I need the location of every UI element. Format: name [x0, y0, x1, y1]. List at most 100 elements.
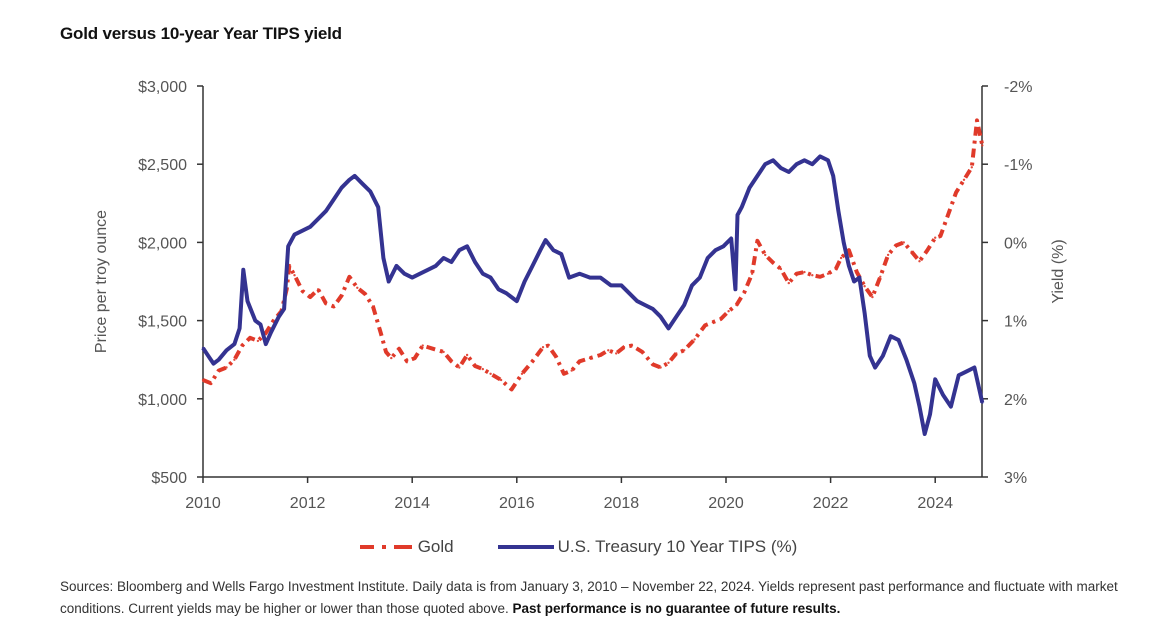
- footnote-disclaimer: Past performance is no guarantee of futu…: [512, 601, 841, 616]
- gold-point: [939, 234, 942, 238]
- tips-point: [873, 366, 877, 369]
- tips-point: [316, 217, 320, 221]
- tips-point: [301, 229, 304, 232]
- gold-point: [667, 361, 670, 364]
- tips-point: [361, 182, 364, 185]
- chart: $500 $1,000 $1,500 $2,000 $2,500 $3,000 -2% -1%…: [93, 79, 1067, 512]
- y-axis-title: Price per troy ounce: [93, 210, 110, 353]
- y2-tick-label: -2%: [1004, 79, 1032, 96]
- gold-point: [588, 356, 592, 360]
- tips-point: [847, 264, 851, 268]
- y-tick-label: $2,000: [138, 235, 187, 252]
- tips-point: [811, 163, 814, 166]
- gold-point: [886, 253, 890, 257]
- tips-point: [756, 174, 759, 178]
- tips-point: [714, 249, 717, 252]
- tips-point: [599, 276, 602, 279]
- gold-point: [871, 295, 874, 299]
- gold-point: [465, 353, 469, 357]
- tips-point: [531, 264, 534, 268]
- tips-point: [369, 190, 372, 193]
- legend-label-tips: U.S. Treasury 10 Year TIPS (%): [557, 537, 798, 556]
- tips-point: [212, 362, 215, 365]
- gold-point: [910, 250, 913, 253]
- tips-point: [242, 268, 245, 271]
- tips-point: [818, 155, 822, 158]
- tips-point: [826, 159, 830, 162]
- tips-point: [897, 338, 900, 342]
- y2-axis-title: Yield (%): [1050, 239, 1067, 303]
- tips-point: [748, 186, 751, 189]
- tips-point: [928, 413, 932, 416]
- tips-point: [779, 166, 783, 170]
- tips-point: [635, 299, 639, 303]
- gold-point: [607, 349, 610, 352]
- gold-point: [473, 364, 477, 368]
- tips-point: [382, 256, 385, 260]
- tips-point: [539, 249, 542, 252]
- tips-point: [387, 280, 390, 283]
- x-tick-label: 2024: [917, 495, 953, 512]
- y-tick-label: $1,500: [138, 314, 187, 331]
- gold-point: [719, 317, 722, 321]
- tips-point: [771, 159, 775, 162]
- gold-point: [659, 366, 662, 369]
- tips-point: [238, 327, 241, 330]
- tips-point: [934, 378, 937, 381]
- gold-point: [894, 244, 898, 247]
- tips-point: [858, 276, 861, 279]
- gold-point: [547, 344, 550, 347]
- gold-point: [795, 272, 798, 275]
- gold-point: [264, 331, 267, 335]
- tips-point: [515, 299, 518, 303]
- gold-point: [630, 344, 634, 347]
- tips-point: [863, 311, 866, 314]
- gold-point: [839, 256, 843, 260]
- tips-point: [736, 213, 739, 217]
- tips-point: [659, 315, 662, 318]
- tips-point: [787, 170, 790, 174]
- gold-point: [570, 369, 573, 372]
- tips-point: [282, 307, 286, 311]
- tips-point: [730, 237, 733, 240]
- gold-point: [421, 344, 424, 347]
- gold-point: [531, 360, 534, 363]
- tips-point: [706, 256, 709, 260]
- tips-point: [497, 288, 500, 291]
- gold-point: [703, 324, 707, 327]
- gold-point: [340, 294, 343, 297]
- gold-point: [248, 336, 252, 339]
- tips-point: [837, 209, 840, 213]
- gold-point: [458, 366, 461, 369]
- gold-point: [356, 286, 359, 289]
- tips-point: [277, 315, 280, 318]
- gold-point: [481, 367, 484, 371]
- legend: Gold U.S. Treasury 10 Year TIPS (%): [0, 537, 1155, 557]
- tips-point: [949, 405, 953, 408]
- gold-point: [693, 338, 696, 341]
- tips-point: [832, 174, 835, 178]
- gold-point: [926, 249, 929, 252]
- gold-point: [683, 349, 686, 352]
- gold-point: [384, 350, 388, 354]
- gold-point: [975, 119, 979, 122]
- gold-point: [541, 346, 545, 349]
- gold-point: [256, 339, 260, 343]
- gold-point: [363, 292, 367, 296]
- tips-point: [348, 178, 351, 181]
- gold-point: [962, 178, 966, 181]
- legend-item-gold[interactable]: Gold: [358, 537, 454, 557]
- gold-point: [405, 360, 409, 363]
- tips-point: [287, 245, 290, 248]
- axes: [197, 85, 988, 483]
- legend-item-tips[interactable]: U.S. Treasury 10 Year TIPS (%): [497, 537, 798, 557]
- tips-point: [552, 249, 555, 252]
- gold-point: [727, 310, 730, 313]
- x-tick-label: 2016: [499, 495, 535, 512]
- tips-point: [523, 280, 526, 283]
- gold-point: [324, 302, 328, 305]
- tips-point: [473, 260, 477, 264]
- tips-point: [201, 346, 205, 350]
- gold-point: [918, 260, 921, 263]
- gold-point: [954, 191, 958, 194]
